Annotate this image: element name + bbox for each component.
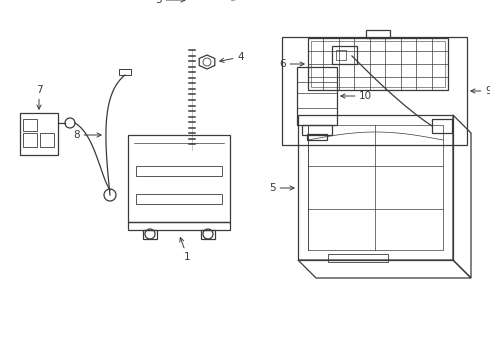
Bar [136, 194, 222, 204]
Text: 10: 10 [341, 91, 372, 101]
Bar [302, 125, 332, 135]
Bar [282, 37, 467, 145]
Text: 8: 8 [74, 130, 101, 140]
Text: 4: 4 [220, 52, 244, 62]
Text: 5: 5 [270, 183, 294, 193]
Bar [40, 133, 54, 147]
Text: 3: 3 [155, 0, 185, 5]
Bar [119, 69, 131, 75]
Text: 9: 9 [471, 86, 490, 96]
Bar [336, 50, 346, 60]
Bar [328, 254, 388, 262]
Bar [432, 119, 452, 133]
Text: 2: 2 [0, 359, 1, 360]
Bar [20, 113, 58, 155]
Bar [308, 125, 443, 250]
Bar [143, 230, 157, 239]
Bar [136, 166, 222, 176]
Bar [128, 135, 230, 222]
Text: 1: 1 [180, 238, 191, 262]
Text: 6: 6 [279, 59, 304, 69]
Bar [366, 30, 390, 38]
Bar [23, 133, 37, 147]
Bar [201, 230, 215, 239]
Bar [308, 38, 448, 90]
Bar [297, 67, 337, 125]
Bar [332, 46, 357, 64]
Bar [311, 41, 445, 87]
Text: 7: 7 [36, 85, 42, 109]
Bar [307, 134, 327, 140]
Bar [128, 222, 230, 230]
Bar [23, 119, 37, 131]
Bar [298, 115, 453, 260]
